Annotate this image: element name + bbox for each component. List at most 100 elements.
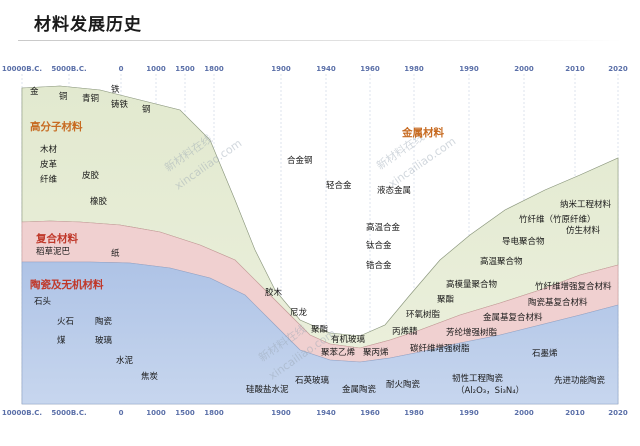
tick-label: 0	[119, 65, 124, 73]
label-tough-ceramic: 韧性工程陶瓷	[452, 373, 504, 384]
axis-top: 10000B.C. 5000B.C. 0 1000 1500 1800 1900…	[2, 65, 628, 73]
tick-label: 1500	[175, 65, 195, 73]
tick-label: 1990	[459, 409, 479, 417]
tick-label: 5000B.C.	[51, 65, 86, 73]
label-coal: 煤	[57, 335, 66, 346]
label-flint: 火石	[57, 317, 74, 327]
tick-label: 10000B.C.	[2, 65, 42, 73]
label-hm-polymer: 高模量聚合物	[446, 279, 498, 290]
label-alloy-steel: 合金钢	[287, 155, 313, 166]
label-liquid-metal: 液态金属	[377, 185, 411, 196]
label-acrylic: 丙烯腈	[392, 326, 418, 337]
tick-label: 1900	[271, 409, 291, 417]
polymer-labels: 木材 皮革 纤维 皮胶 橡胶	[40, 144, 108, 207]
category-metal: 金属材料	[401, 126, 444, 139]
label-fiber: 纤维	[40, 174, 58, 185]
tick-label: 1980	[404, 409, 424, 417]
tick-label: 1960	[360, 409, 380, 417]
category-polymer: 高分子材料	[30, 120, 83, 133]
ceramic-labels: 石头 火石 陶瓷 煤 玻璃 水泥 焦炭	[34, 296, 159, 382]
label-fiber-composite: 竹纤维增强复合材料	[535, 281, 612, 292]
label-straw-mud: 稻草泥巴	[36, 246, 71, 257]
label-superalloy: 高温合金	[366, 222, 401, 233]
label-bronze: 青铜	[82, 93, 99, 104]
tick-label: 1940	[316, 409, 336, 417]
composite-labels: 稻草泥巴 纸	[36, 246, 120, 259]
ceramic-area	[21, 261, 619, 405]
tick-label: 1800	[204, 409, 224, 417]
tick-label: 2010	[565, 65, 585, 73]
label-zr-alloy: 锆合金	[366, 260, 392, 271]
label-coke: 焦炭	[141, 371, 159, 382]
label-organic-glass: 有机玻璃	[331, 334, 366, 345]
label-pottery: 陶瓷	[95, 316, 113, 327]
category-ceramic: 陶瓷及无机材料	[30, 278, 104, 291]
label-nylon: 尼龙	[290, 307, 308, 318]
center-labels: 胶木 尼龙 聚酯 有机玻璃 聚苯乙烯 聚丙烯 丙烯腈 环氧树脂 聚酯 碳纤维增强…	[265, 287, 498, 358]
label-bionic: 仿生材料	[566, 225, 601, 236]
label-nano-material: 纳米工程材料	[560, 199, 612, 210]
label-bakelite: 胶木	[265, 287, 283, 298]
tick-label: 2010	[565, 409, 585, 417]
category-composite: 复合材料	[35, 232, 78, 245]
tick-label: 1000	[146, 409, 166, 417]
label-cf-resin: 碳纤维增强树脂	[410, 343, 470, 354]
label-hide: 皮胶	[82, 170, 100, 181]
label-aramid-resin: 芳纶增强树脂	[446, 327, 498, 338]
label-metal-composite: 金属基复合材料	[483, 312, 543, 323]
tick-label: 2020	[608, 409, 628, 417]
tick-label: 1980	[404, 65, 424, 73]
label-copper: 铜	[59, 91, 68, 102]
tick-label: 5000B.C.	[51, 409, 86, 417]
tick-label: 0	[119, 409, 124, 417]
label-metal-ceramic: 金属陶瓷	[342, 384, 377, 395]
tick-label: 2000	[514, 65, 534, 73]
label-polyester: 聚酯	[311, 325, 329, 335]
label-polystyrene: 聚苯乙烯	[321, 347, 356, 358]
metal-labels: 金 铜 青铜 铁 铸铁 钢	[30, 84, 151, 115]
label-paper: 纸	[111, 248, 120, 259]
page-title: 材料发展历史	[34, 15, 142, 35]
label-rubber: 橡胶	[90, 196, 108, 207]
tick-label: 1940	[316, 65, 336, 73]
tick-label: 2020	[608, 65, 628, 73]
label-leather: 皮革	[40, 159, 58, 170]
label-polypropylene: 聚丙烯	[363, 347, 389, 358]
tick-label: 2000	[514, 409, 534, 417]
label-cast-iron: 铸铁	[111, 99, 129, 110]
label-cement: 水泥	[116, 355, 134, 366]
alloy-labels: 合金钢 轻合金 液态金属 高温合金 钛合金 锆合金	[287, 155, 411, 271]
label-silicate-cement: 硅酸盐水泥	[246, 384, 289, 395]
label-ceramic-composite: 陶瓷基复合材料	[528, 297, 588, 308]
axis-bottom: 10000B.C. 5000B.C. 0 1000 1500 1800 1900…	[2, 409, 628, 417]
label-graphene: 石墨烯	[532, 348, 558, 359]
label-light-alloy: 轻合金	[326, 180, 352, 191]
label-steel: 钢	[142, 104, 151, 115]
tick-label: 1000	[146, 65, 166, 73]
label-quartz-glass: 石英玻璃	[295, 375, 330, 386]
label-functional-ceramic: 先进功能陶瓷	[554, 375, 606, 386]
label-fire-ceramic: 耐火陶瓷	[386, 379, 421, 390]
tick-label: 1500	[175, 409, 195, 417]
title-divider	[18, 40, 622, 41]
label-bamboo-fiber: 竹纤维（竹原纤维）	[519, 214, 596, 225]
tick-label: 1800	[204, 65, 224, 73]
label-gold: 金	[30, 86, 39, 97]
tick-label: 1990	[459, 65, 479, 73]
label-epoxy: 环氧树脂	[406, 309, 441, 320]
label-ti-alloy: 钛合金	[366, 240, 392, 251]
label-ceramic-formula: （Al₂O₃，Si₃N₄）	[456, 385, 524, 396]
label-ht-polymer: 高温聚合物	[480, 256, 523, 267]
label-stone: 石头	[34, 296, 52, 307]
tick-label: 10000B.C.	[2, 409, 42, 417]
tick-label: 1900	[271, 65, 291, 73]
right-composite-labels: 竹纤维增强复合材料 陶瓷基复合材料 金属基复合材料	[483, 281, 612, 323]
label-wood: 木材	[40, 144, 58, 155]
label-polyester2: 聚酯	[437, 295, 455, 305]
label-iron: 铁	[111, 84, 120, 95]
right-polymer-labels: 高模量聚合物 高温聚合物 导电聚合物 纳米工程材料 竹纤维（竹原纤维） 仿生材料	[446, 199, 612, 290]
bottom-ceramic-labels: 硅酸盐水泥 石英玻璃 金属陶瓷 耐火陶瓷 韧性工程陶瓷 （Al₂O₃，Si₃N₄…	[246, 348, 606, 396]
tick-label: 1960	[360, 65, 380, 73]
label-glass: 玻璃	[95, 335, 113, 346]
